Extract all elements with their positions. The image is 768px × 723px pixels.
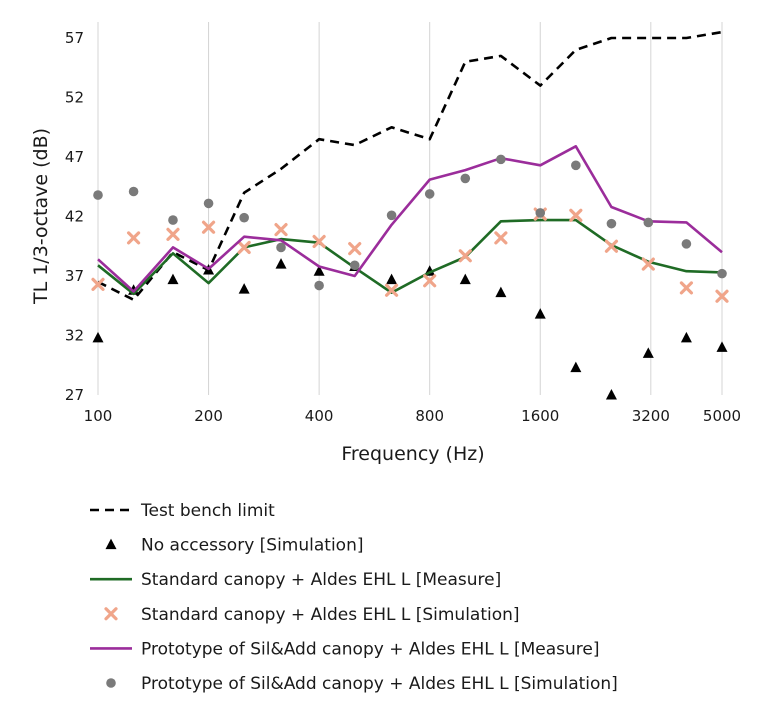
x-tick-label: 400 [305,407,334,425]
data-point [717,268,727,279]
legend-label: Prototype of Sil&Add canopy + Aldes EHL … [141,674,618,694]
legend-marker-swatch [106,678,116,688]
x-tick-label: 100 [84,407,113,425]
legend: Test bench limit No accessory [Simulation… [90,501,618,694]
data-point [237,240,251,255]
data-point [313,265,325,276]
data-point [496,154,506,165]
x-axis-label: Frequency (Hz) [341,443,484,465]
data-point [571,160,581,171]
legend-label: No accessory [Simulation] [141,536,363,556]
plot-area [91,30,729,400]
data-point [641,257,655,271]
data-point [534,308,546,319]
data-point [92,331,104,343]
data-point [424,189,435,199]
y-tick-label: 47 [65,148,84,166]
y-tick-label: 57 [65,29,84,47]
legend-entry: No accessory [Simulation] [105,536,363,556]
data-point [168,215,178,225]
legend-label: Test bench limit [140,501,275,521]
x-tick-label: 800 [415,407,444,425]
data-point [643,217,654,228]
data-point [238,283,250,294]
data-point [348,242,362,256]
data-point [386,210,397,221]
data-point [203,198,214,209]
data-point [679,281,694,295]
data-point [535,208,546,218]
data-point [715,289,729,303]
x-axis-ticks: 100 200 400 800 1600 3200 5000 [84,407,741,425]
data-point [312,234,326,249]
data-point [386,273,398,285]
data-point [349,260,360,271]
y-tick-label: 42 [65,208,84,226]
data-point [716,341,728,352]
legend-marker-swatch [105,538,117,550]
data-point [460,173,471,184]
data-point [201,220,216,234]
series-line-2 [97,218,723,296]
data-point [166,227,180,241]
data-point [93,190,103,200]
x-tick-label: 1600 [521,407,559,425]
y-tick-label: 37 [65,267,84,285]
y-tick-label: 27 [65,386,84,404]
legend-entry: Prototype of Sil&Add canopy + Aldes EHL … [90,639,600,659]
data-point [128,186,139,197]
data-point [384,283,399,297]
x-tick-label: 5000 [703,407,741,425]
data-point [275,258,287,269]
y-tick-label: 32 [65,327,84,345]
data-point [126,231,141,245]
grid-lines [97,22,723,395]
legend-label: Standard canopy + Aldes EHL L [Measure] [141,570,501,590]
data-point [167,273,179,285]
x-tick-label: 200 [194,407,223,425]
data-point [423,274,437,288]
x-tick-label: 3200 [632,407,670,425]
data-point [495,286,507,298]
data-point [239,212,249,223]
data-point [680,331,692,343]
data-point [274,222,288,237]
y-axis-ticks: 27 32 37 42 47 52 57 [65,29,84,404]
data-point [494,231,508,245]
series-line-4 [97,145,723,293]
data-point [314,280,324,291]
y-axis-label: TL 1/3-octave (dB) [30,128,52,305]
legend-entry: Test bench limit [90,501,275,521]
data-point [606,218,617,229]
data-point [91,277,105,291]
data-point [681,239,692,249]
data-point [642,347,654,358]
legend-label: Prototype of Sil&Add canopy + Aldes EHL … [141,639,600,659]
data-point [276,242,286,253]
data-point [459,273,471,285]
data-point [570,361,582,373]
data-point [605,389,617,400]
legend-entry: Prototype of Sil&Add canopy + Aldes EHL … [106,674,618,694]
legend-label: Standard canopy + Aldes EHL L [Simulatio… [141,605,520,625]
legend-entry: Standard canopy + Aldes EHL L [Simulatio… [104,605,520,625]
legend-entry: Standard canopy + Aldes EHL L [Measure] [90,570,501,590]
data-point [458,249,472,263]
y-tick-label: 52 [65,89,84,107]
legend-marker-swatch [104,607,118,621]
data-point [569,208,583,222]
data-point [604,239,619,253]
